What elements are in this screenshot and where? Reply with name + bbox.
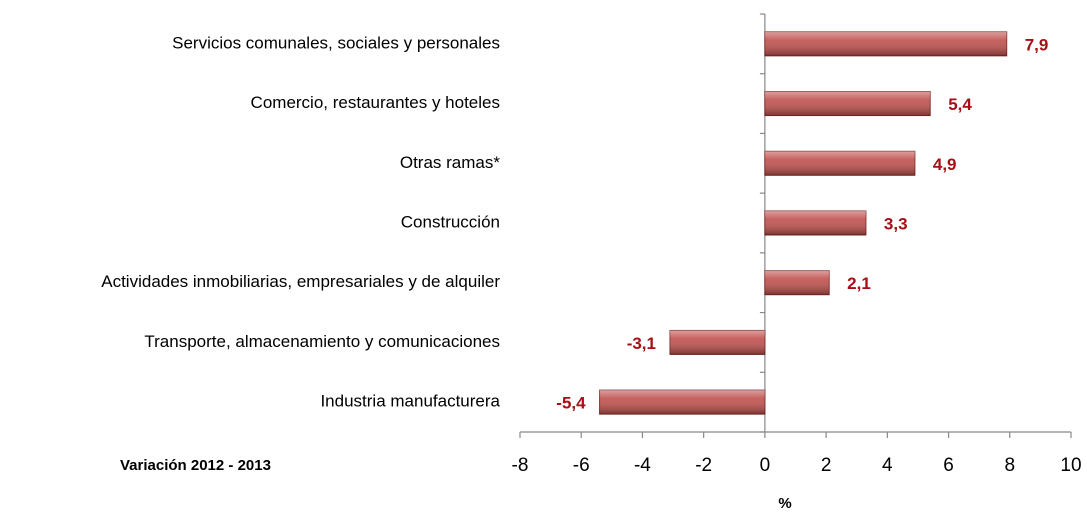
x-tick-label: 2 <box>821 455 832 476</box>
x-tick-label: -4 <box>634 455 651 476</box>
value-label: -3,1 <box>627 334 656 353</box>
bar <box>764 91 931 117</box>
x-tick-label: 0 <box>760 455 771 476</box>
category-label: Servicios comunales, sociales y personal… <box>172 33 500 52</box>
x-axis-label: % <box>778 495 791 512</box>
x-tick-label: -2 <box>695 455 712 476</box>
value-label: 2,1 <box>847 274 871 293</box>
bar <box>764 210 867 236</box>
x-tick-label: 4 <box>882 455 893 476</box>
x-tick-label: 8 <box>1004 455 1015 476</box>
category-label: Otras ramas* <box>400 153 501 172</box>
value-label: 3,3 <box>884 214 908 233</box>
x-tick-label: -8 <box>512 455 529 476</box>
value-label: 4,9 <box>933 155 957 174</box>
bar <box>599 389 766 415</box>
category-label: Construcción <box>401 212 500 231</box>
bar <box>669 329 766 355</box>
annotation: Variación 2012 - 2013 <box>120 457 271 474</box>
category-label: Comercio, restaurantes y hoteles <box>251 93 500 112</box>
value-label: 5,4 <box>948 95 972 114</box>
value-label: 7,9 <box>1025 35 1049 54</box>
bar <box>764 150 916 176</box>
category-label: Industria manufacturera <box>320 392 500 411</box>
value-label: -5,4 <box>556 394 586 413</box>
x-tick-label: 6 <box>943 455 954 476</box>
category-label: Transporte, almacenamiento y comunicacio… <box>144 332 500 351</box>
x-tick-label: -6 <box>573 455 590 476</box>
bar <box>764 31 1008 57</box>
x-tick-label: 10 <box>1060 455 1081 476</box>
bar <box>764 270 830 296</box>
category-label: Actividades inmobiliarias, empresariales… <box>101 272 500 291</box>
